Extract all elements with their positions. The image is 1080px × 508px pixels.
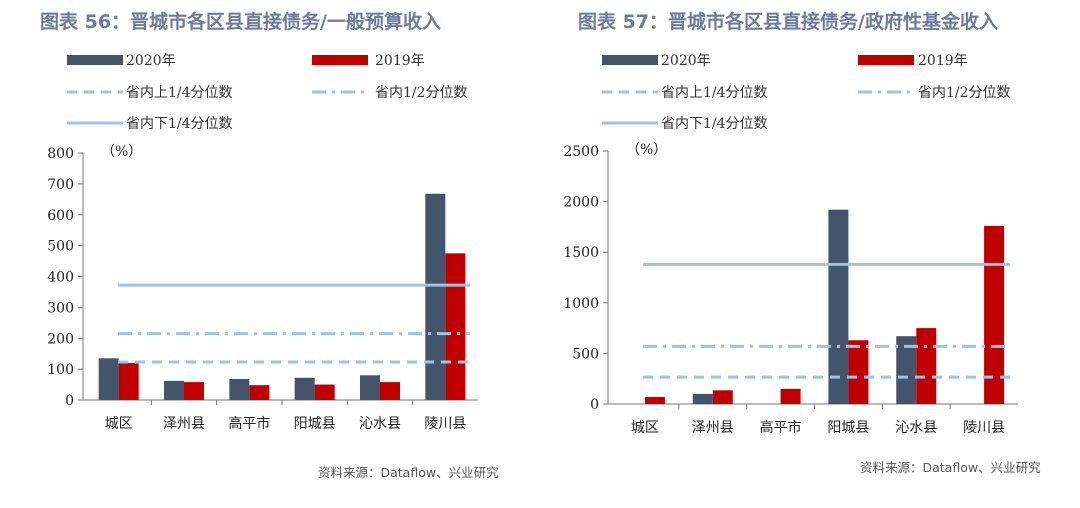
legend-label-2019: 2019年 xyxy=(918,53,968,69)
legend-swatch-2020 xyxy=(602,55,658,65)
legend-label-dashdot: 省内1/2分位数 xyxy=(375,85,468,101)
y-tick-label: 300 xyxy=(47,300,74,316)
legend-label-dashed: 省内上1/4分位数 xyxy=(661,85,768,101)
y-tick-label: 2500 xyxy=(563,144,599,160)
y-tick-label: 500 xyxy=(47,239,74,255)
chart-panel-right: 图表 57：晋城市各区县直接债务/政府性基金收入 2020年 2019年省内上1/4… xyxy=(540,0,1080,508)
bar-2019-1 xyxy=(712,390,733,404)
chart-panel-left: 图表 56：晋城市各区县直接债务/一般预算收入 2020年 2019年省内上1/4分… xyxy=(40,10,499,480)
bar-2019-0 xyxy=(644,396,665,404)
legend-label-dashed: 省内上1/4分位数 xyxy=(126,85,233,101)
bar-2019-2 xyxy=(249,385,270,400)
source-note: 资料来源：Dataflow、兴业研究 xyxy=(318,465,499,480)
bar-2019-5 xyxy=(445,253,466,400)
chart-56: 图表 56：晋城市各区县直接债务/一般预算收入 2020年 2019年省内上1/4分… xyxy=(40,10,499,480)
x-category-label: 陵川县 xyxy=(963,420,1005,436)
y-tick-label: 1500 xyxy=(563,245,599,261)
unit-label: （%） xyxy=(101,144,142,160)
bar-2020-5 xyxy=(425,193,446,400)
legend-label-dashdot: 省内1/2分位数 xyxy=(918,85,1011,101)
y-tick-label: 2000 xyxy=(563,195,599,211)
legend-label-2020: 2020年 xyxy=(126,53,176,69)
y-tick-label: 0 xyxy=(590,397,599,413)
legend-swatch-2019 xyxy=(312,55,368,65)
y-tick-label: 600 xyxy=(47,208,74,224)
bar-2019-3 xyxy=(848,340,869,404)
bar-2019-4 xyxy=(380,382,400,400)
legend-swatch-2019 xyxy=(858,55,914,65)
bar-2020-0 xyxy=(98,358,119,400)
y-tick-label: 700 xyxy=(47,177,74,193)
bar-2019-0 xyxy=(118,362,139,400)
source-note: 资料来源：Dataflow、兴业研究 xyxy=(860,460,1041,475)
y-tick-label: 200 xyxy=(47,331,74,347)
x-category-label: 泽州县 xyxy=(692,420,734,436)
y-tick-label: 400 xyxy=(47,270,74,286)
y-tick-label: 0 xyxy=(65,393,74,409)
x-category-label: 沁水县 xyxy=(895,420,937,436)
bar-2020-3 xyxy=(294,377,315,400)
chart-57: 图表 57：晋城市各区县直接债务/政府性基金收入 2020年 2019年省内上1/4… xyxy=(563,10,1041,475)
legend-label-2019: 2019年 xyxy=(375,53,425,69)
x-category-label: 高平市 xyxy=(228,415,270,432)
y-tick-label: 1000 xyxy=(563,296,599,312)
bar-2020-3 xyxy=(828,209,849,404)
x-category-label: 城区 xyxy=(631,420,659,436)
bar-2019-5 xyxy=(984,225,1005,404)
x-category-label: 阳城县 xyxy=(827,420,869,436)
x-category-label: 阳城县 xyxy=(294,416,336,432)
x-category-label: 陵川县 xyxy=(424,416,466,432)
bar-2020-2 xyxy=(229,379,250,400)
bar-2020-1 xyxy=(692,393,713,404)
bar-2020-4 xyxy=(360,375,380,400)
y-tick-label: 500 xyxy=(572,346,599,362)
bar-2020-1 xyxy=(164,380,184,400)
x-category-label: 泽州县 xyxy=(163,416,205,432)
unit-label: （%） xyxy=(626,142,667,158)
legend-swatch-2020 xyxy=(67,55,123,65)
y-tick-label: 100 xyxy=(47,362,74,378)
bar-2020-4 xyxy=(896,336,917,404)
x-category-label: 城区 xyxy=(105,416,133,432)
x-category-label: 沁水县 xyxy=(359,416,401,432)
legend-label-solid: 省内下1/4分位数 xyxy=(661,116,768,132)
bar-2019-2 xyxy=(780,388,801,404)
legend-label-solid: 省内下1/4分位数 xyxy=(126,116,233,132)
legend-label-2020: 2020年 xyxy=(661,53,711,69)
chart-title: 图表 57：晋城市各区县直接债务/政府性基金收入 xyxy=(578,10,998,33)
x-category-label: 高平市 xyxy=(760,419,802,436)
chart-title: 图表 56：晋城市各区县直接债务/一般预算收入 xyxy=(40,10,441,33)
bar-2019-3 xyxy=(314,384,335,400)
bar-2019-4 xyxy=(916,328,937,404)
bar-2019-1 xyxy=(184,382,204,400)
y-tick-label: 800 xyxy=(47,146,74,162)
